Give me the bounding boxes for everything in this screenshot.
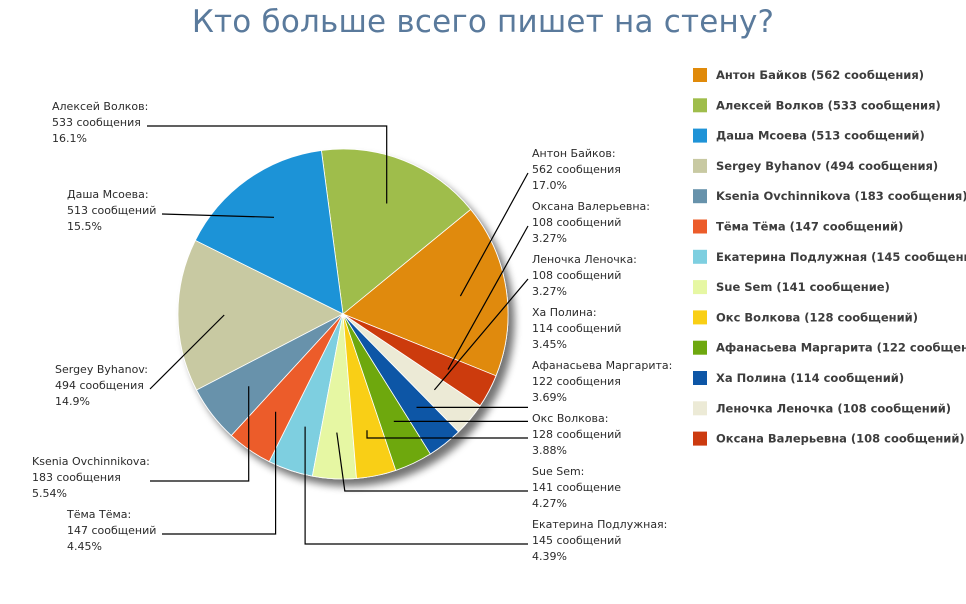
- legend-swatch-7: [693, 249, 707, 264]
- data-label-10: Афанасьева Маргарита: 122 сообщения 3.69%: [532, 359, 672, 404]
- legend-label-6: Тёма Тёма (147 сообщений): [716, 220, 903, 234]
- legend-label-5: Ksenia Ovchinnikova (183 сообщения): [716, 189, 966, 203]
- callout-line-7: [304, 426, 528, 545]
- callout-line-2: [147, 125, 388, 204]
- legend-swatch-4: [693, 158, 707, 173]
- data-label-5: Ksenia Ovchinnikova: 183 сообщения 5.54%: [32, 455, 150, 500]
- legend-label-13: Оксана Валерьевна (108 сообщений): [716, 432, 965, 446]
- legend-swatch-11: [693, 371, 707, 385]
- legend-label-9: Окс Волкова (128 сообщений): [716, 310, 918, 324]
- callout-line-13: [447, 225, 529, 370]
- data-label-8: Sue Sem: 141 сообщение 4.27%: [532, 465, 621, 510]
- callout-line-5: [150, 386, 250, 482]
- legend-swatch-6: [693, 219, 707, 234]
- data-label-7: Екатерина Подлужная: 145 сообщений 4.39%: [532, 518, 667, 563]
- legend-swatch-9: [693, 310, 707, 325]
- data-label-12: Леночка Леночка: 108 сообщений 3.27%: [532, 253, 637, 298]
- slice-4: [177, 239, 344, 391]
- slice-3: [194, 149, 344, 315]
- legend-swatch-8: [693, 280, 707, 295]
- data-label-2: Алексей Волков: 533 сообщения 16.1%: [52, 100, 148, 145]
- legend-label-7: Екатерина Подлужная (145 сообщений): [716, 250, 966, 264]
- legend-swatch-1: [693, 68, 707, 82]
- data-label-11: Ха Полина: 114 сообщений 3.45%: [532, 306, 621, 351]
- slice-1: [342, 208, 509, 377]
- legend-swatch-3: [693, 128, 707, 143]
- legend-swatch-5: [693, 189, 707, 204]
- data-label-4: Sergey Byhanov: 494 сообщения 14.9%: [55, 363, 148, 408]
- data-label-3: Даша Мсоева: 513 сообщений 15.5%: [67, 188, 156, 233]
- callout-line-6: [162, 411, 277, 535]
- callout-lines: [147, 125, 529, 545]
- legend-label-11: Ха Полина (114 сообщений): [716, 371, 904, 385]
- callout-line-4: [149, 314, 225, 390]
- data-label-13: Оксана Валерьевна: 108 сообщений 3.27%: [532, 200, 650, 245]
- callout-line-1: [459, 172, 529, 297]
- data-label-6: Тёма Тёма: 147 сообщений 4.45%: [66, 508, 156, 553]
- legend-label-4: Sergey Byhanov (494 сообщения): [716, 159, 938, 173]
- legend-label-8: Sue Sem (141 сообщение): [716, 280, 890, 294]
- legend: Антон Байков (562 сообщения) Алексей Волк…: [693, 68, 966, 446]
- callout-line-12: [433, 278, 529, 391]
- pie-group: [177, 148, 509, 480]
- legend-label-3: Даша Мсоева (513 сообщений): [716, 129, 925, 143]
- legend-swatch-2: [693, 98, 707, 113]
- legend-swatch-13: [693, 431, 707, 446]
- chart-title: Кто больше всего пишет на стену?: [191, 4, 775, 40]
- legend-swatch-12: [693, 401, 707, 416]
- slice-2: [320, 148, 472, 315]
- data-label-1: Антон Байков: 562 сообщения 17.0%: [532, 147, 621, 192]
- legend-swatch-10: [693, 340, 707, 355]
- legend-label-1: Антон Байков (562 сообщения): [716, 68, 924, 82]
- callout-line-9: [366, 430, 528, 439]
- legend-label-2: Алексей Волков (533 сообщения): [716, 98, 941, 112]
- legend-label-10: Афанасьева Маргарита (122 сообщения): [716, 341, 966, 355]
- legend-label-12: Леночка Леночка (108 сообщений): [716, 401, 951, 415]
- callout-line-8: [336, 432, 528, 492]
- slice-13: [342, 313, 497, 407]
- data-label-9: Окс Волкова: 128 сообщений 3.88%: [532, 412, 621, 457]
- callout-line-3: [161, 213, 275, 218]
